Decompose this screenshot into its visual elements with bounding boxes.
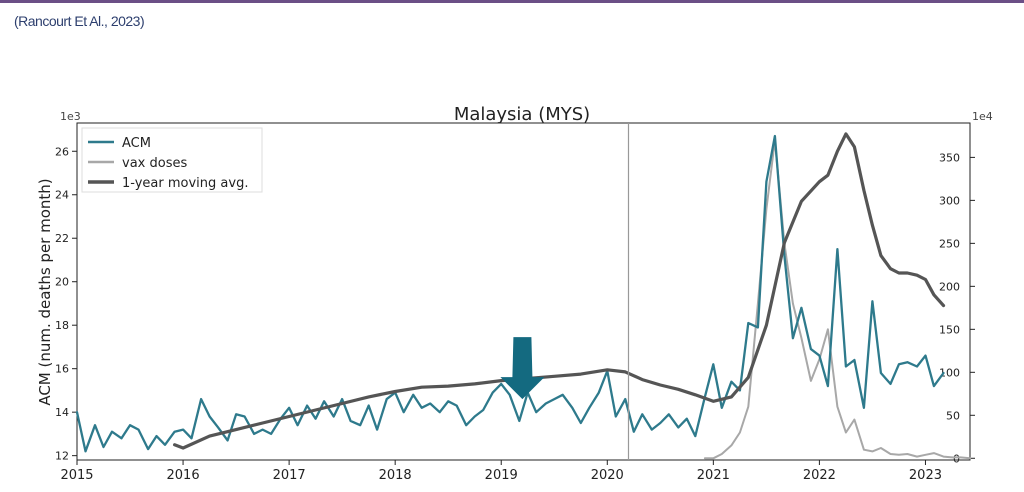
y-right-tick-label: 350 — [939, 151, 960, 164]
x-tick-label: 2023 — [909, 468, 942, 483]
x-tick-label: 2020 — [591, 468, 624, 483]
y-left-tick-label: 18 — [55, 319, 69, 332]
y-right-tick-label: 100 — [939, 366, 960, 379]
x-tick-label: 2017 — [273, 468, 306, 483]
series-line-moving-avg — [173, 132, 946, 450]
y-axis-label: ACM (num. deaths per month) — [36, 178, 54, 405]
y-right-tick-label: 200 — [939, 280, 960, 293]
y-right-tick-label: 300 — [939, 194, 960, 207]
x-tick-label: 2022 — [803, 468, 836, 483]
annotations — [500, 123, 630, 460]
legend-label-vax-doses: vax doses — [122, 156, 187, 171]
x-tick-label: 2021 — [697, 468, 730, 483]
x-tick-label: 2015 — [60, 468, 93, 483]
y-left-tick-label: 16 — [55, 363, 69, 376]
y-right-tick-label: 250 — [939, 237, 960, 250]
legend-label-moving-avg: 1-year moving avg. — [122, 176, 248, 191]
y-left-tick-label: 24 — [55, 189, 69, 202]
y-right-tick-label: 50 — [946, 409, 960, 422]
y-left-tick-label: 20 — [55, 276, 69, 289]
legend: ACM vax doses 1-year moving avg. — [81, 127, 263, 193]
y-right-tick-label: 150 — [939, 323, 960, 336]
left-scale-label: 1e3 — [60, 110, 81, 123]
x-tick-label: 2019 — [485, 468, 518, 483]
series-line-vax-doses — [703, 139, 971, 460]
y-left-tick-label: 26 — [55, 145, 69, 158]
legend-label-acm: ACM — [122, 136, 151, 151]
y-left-tick-label: 12 — [55, 450, 69, 463]
x-tick-label: 2018 — [379, 468, 412, 483]
plot-area-border — [76, 122, 971, 461]
y-left-tick-label: 14 — [55, 406, 69, 419]
y-right-tick-label: 0 — [953, 452, 960, 465]
axis-ticks: 2015 2016 2017 2018 2019 2020 2021 2022 20231214… — [55, 145, 975, 483]
right-scale-label: 1e4 — [972, 110, 993, 123]
top-border — [0, 0, 1024, 3]
series-lines — [75, 132, 971, 460]
chart-title: Malaysia (MYS) — [454, 104, 590, 125]
x-tick-label: 2016 — [167, 468, 200, 483]
y-left-tick-label: 22 — [55, 232, 69, 245]
citation-text: (Rancourt Et Al., 2023) — [14, 13, 145, 29]
down-arrow-annotation — [500, 337, 545, 400]
